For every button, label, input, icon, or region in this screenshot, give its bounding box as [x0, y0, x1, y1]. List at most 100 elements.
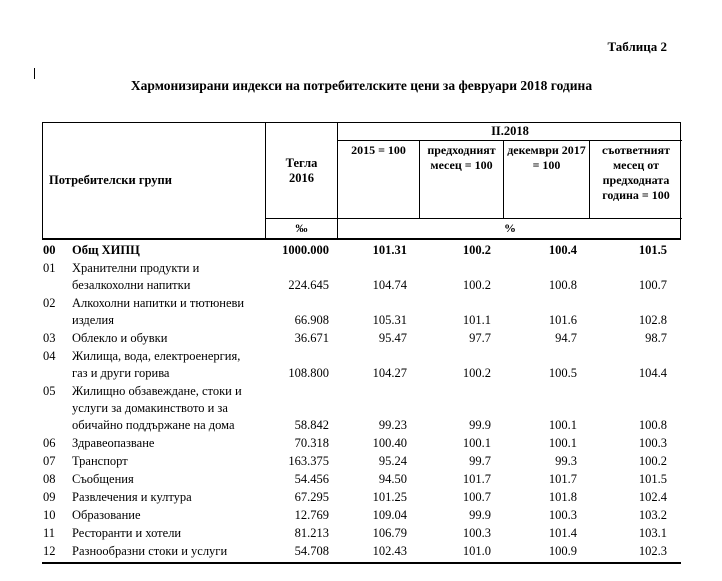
header-col-december-2017: декември 2017 = 100 — [504, 141, 590, 219]
row-value-prev-month: 101.7 — [462, 472, 491, 486]
header-col-previous-month: предходният месец = 100 — [420, 141, 504, 219]
row-label-cell: 06 Здравеопазване — [42, 435, 265, 452]
table-row: 06 Здравеопазване 70.318 100.40 100.1 10… — [42, 435, 681, 452]
row-value-dec2017: 101.6 — [548, 313, 577, 327]
header-weights-label: Тегла 2016 — [285, 155, 318, 185]
row-code: 01 — [43, 261, 56, 275]
row-label: Жилищно обзавеждане, стоки и услуги за д… — [72, 384, 242, 432]
row-value-prev-year: 102.3 — [638, 544, 667, 558]
row-weight: 224.645 — [288, 278, 329, 292]
row-weight: 108.800 — [288, 366, 329, 380]
row-value-prev-year: 100.8 — [638, 418, 667, 432]
page-title: Хармонизирани индекси на потребителските… — [130, 78, 593, 93]
row-label: Транспорт — [72, 454, 128, 468]
row-label-cell: 10 Образование — [42, 507, 265, 524]
row-value-prev-year: 103.2 — [638, 508, 667, 522]
row-value-2015base: 94.50 — [378, 472, 407, 486]
row-value-prev-year: 102.8 — [638, 313, 667, 327]
row-value-dec2017: 100.4 — [548, 243, 577, 257]
row-code: 04 — [43, 349, 56, 363]
table-row: 08 Съобщения 54.456 94.50 101.7 101.7 10… — [42, 471, 681, 488]
row-label-cell: 04 Жилища, вода, електроенергия, газ и д… — [42, 348, 265, 382]
row-weight: 66.908 — [294, 313, 329, 327]
row-label: Здравеопазване — [72, 436, 155, 450]
table-row: 09 Развлечения и култура 67.295 101.25 1… — [42, 489, 681, 506]
row-value-prev-month: 99.9 — [469, 508, 491, 522]
header-weights-2016: Тегла 2016 — [266, 123, 338, 219]
row-value-prev-month: 100.7 — [462, 490, 491, 504]
text-cursor — [34, 68, 35, 79]
table-row: 04 Жилища, вода, електроенергия, газ и д… — [42, 348, 681, 382]
row-label: Алкохолни напитки и тютюневи изделия — [72, 296, 245, 327]
row-value-dec2017: 94.7 — [555, 331, 577, 345]
row-value-prev-year: 100.7 — [638, 278, 667, 292]
row-value-prev-month: 100.2 — [462, 366, 491, 380]
row-value-prev-year: 101.5 — [638, 243, 667, 257]
row-value-dec2017: 100.1 — [548, 436, 577, 450]
row-code: 10 — [43, 508, 56, 522]
row-value-2015base: 104.27 — [372, 366, 407, 380]
row-label-cell: 05 Жилищно обзавеждане, стоки и услуги з… — [42, 383, 265, 434]
row-weight: 54.708 — [294, 544, 329, 558]
row-value-2015base: 95.24 — [378, 454, 407, 468]
table-row: 01 Хранителни продукти и безалкохолни на… — [42, 260, 681, 294]
table-row: 00 Общ ХИПЦ 1000.000 101.31 100.2 100.4 … — [42, 242, 681, 259]
unit-percent: % — [504, 221, 516, 235]
row-value-prev-year: 103.1 — [638, 526, 667, 540]
row-label-cell: 11 Ресторанти и хотели — [42, 525, 265, 542]
row-value-prev-month: 99.9 — [469, 418, 491, 432]
row-value-2015base: 105.31 — [372, 313, 407, 327]
table-row: 11 Ресторанти и хотели 81.213 106.79 100… — [42, 525, 681, 542]
row-label-cell: 09 Развлечения и култура — [42, 489, 265, 506]
row-value-prev-month: 97.7 — [469, 331, 491, 345]
row-label: Ресторанти и хотели — [72, 526, 182, 540]
header-consumer-groups: Потребителски групи — [43, 123, 266, 238]
row-code: 02 — [43, 296, 56, 310]
row-value-dec2017: 100.9 — [548, 544, 577, 558]
row-value-dec2017: 99.3 — [555, 454, 577, 468]
row-label-cell: 07 Транспорт — [42, 453, 265, 470]
row-label-cell: 12 Разнообразни стоки и услуги — [42, 543, 265, 560]
row-code: 00 — [43, 243, 56, 257]
row-weight: 58.842 — [294, 418, 329, 432]
row-code: 12 — [43, 544, 56, 558]
row-label-cell: 00 Общ ХИПЦ — [42, 242, 265, 259]
row-value-2015base: 102.43 — [372, 544, 407, 558]
row-value-2015base: 95.47 — [378, 331, 407, 345]
row-weight: 81.213 — [294, 526, 329, 540]
row-value-2015base: 104.74 — [372, 278, 407, 292]
row-value-prev-year: 104.4 — [638, 366, 667, 380]
row-weight: 1000.000 — [282, 243, 329, 257]
header-col-same-month-previous-year: съответният месец от предходната година … — [590, 141, 682, 219]
row-value-prev-month: 101.0 — [462, 544, 491, 558]
table-row: 02 Алкохолни напитки и тютюневи изделия … — [42, 295, 681, 329]
table-caption: Таблица 2 — [607, 39, 667, 54]
row-value-prev-year: 100.2 — [638, 454, 667, 468]
row-label-cell: 02 Алкохолни напитки и тютюневи изделия — [42, 295, 265, 329]
row-value-dec2017: 100.3 — [548, 508, 577, 522]
table-header: Потребителски групи Тегла 2016 II.2018 2… — [42, 122, 682, 240]
table-row: 07 Транспорт 163.375 95.24 99.7 99.3 100… — [42, 453, 681, 470]
row-value-2015base: 106.79 — [372, 526, 407, 540]
row-value-dec2017: 101.7 — [548, 472, 577, 486]
row-value-dec2017: 100.5 — [548, 366, 577, 380]
row-weight: 67.295 — [294, 490, 329, 504]
row-value-2015base: 99.23 — [378, 418, 407, 432]
row-value-2015base: 101.31 — [372, 243, 407, 257]
row-value-2015base: 100.40 — [372, 436, 407, 450]
row-label-cell: 03 Облекло и обувки — [42, 330, 265, 347]
row-value-prev-month: 100.2 — [462, 243, 491, 257]
unit-permille: ‰ — [266, 219, 338, 238]
row-value-prev-month: 99.7 — [469, 454, 491, 468]
table-row: 10 Образование 12.769 109.04 99.9 100.3 … — [42, 507, 681, 524]
row-code: 08 — [43, 472, 56, 486]
row-value-prev-year: 102.4 — [638, 490, 667, 504]
row-value-prev-year: 100.3 — [638, 436, 667, 450]
row-label: Образование — [72, 508, 141, 522]
row-weight: 163.375 — [288, 454, 329, 468]
row-weight: 54.456 — [294, 472, 329, 486]
row-weight: 70.318 — [294, 436, 329, 450]
row-label: Хранителни продукти и безалкохолни напит… — [72, 261, 200, 292]
row-code: 05 — [43, 384, 56, 398]
table-row: 12 Разнообразни стоки и услуги 54.708 10… — [42, 543, 681, 560]
